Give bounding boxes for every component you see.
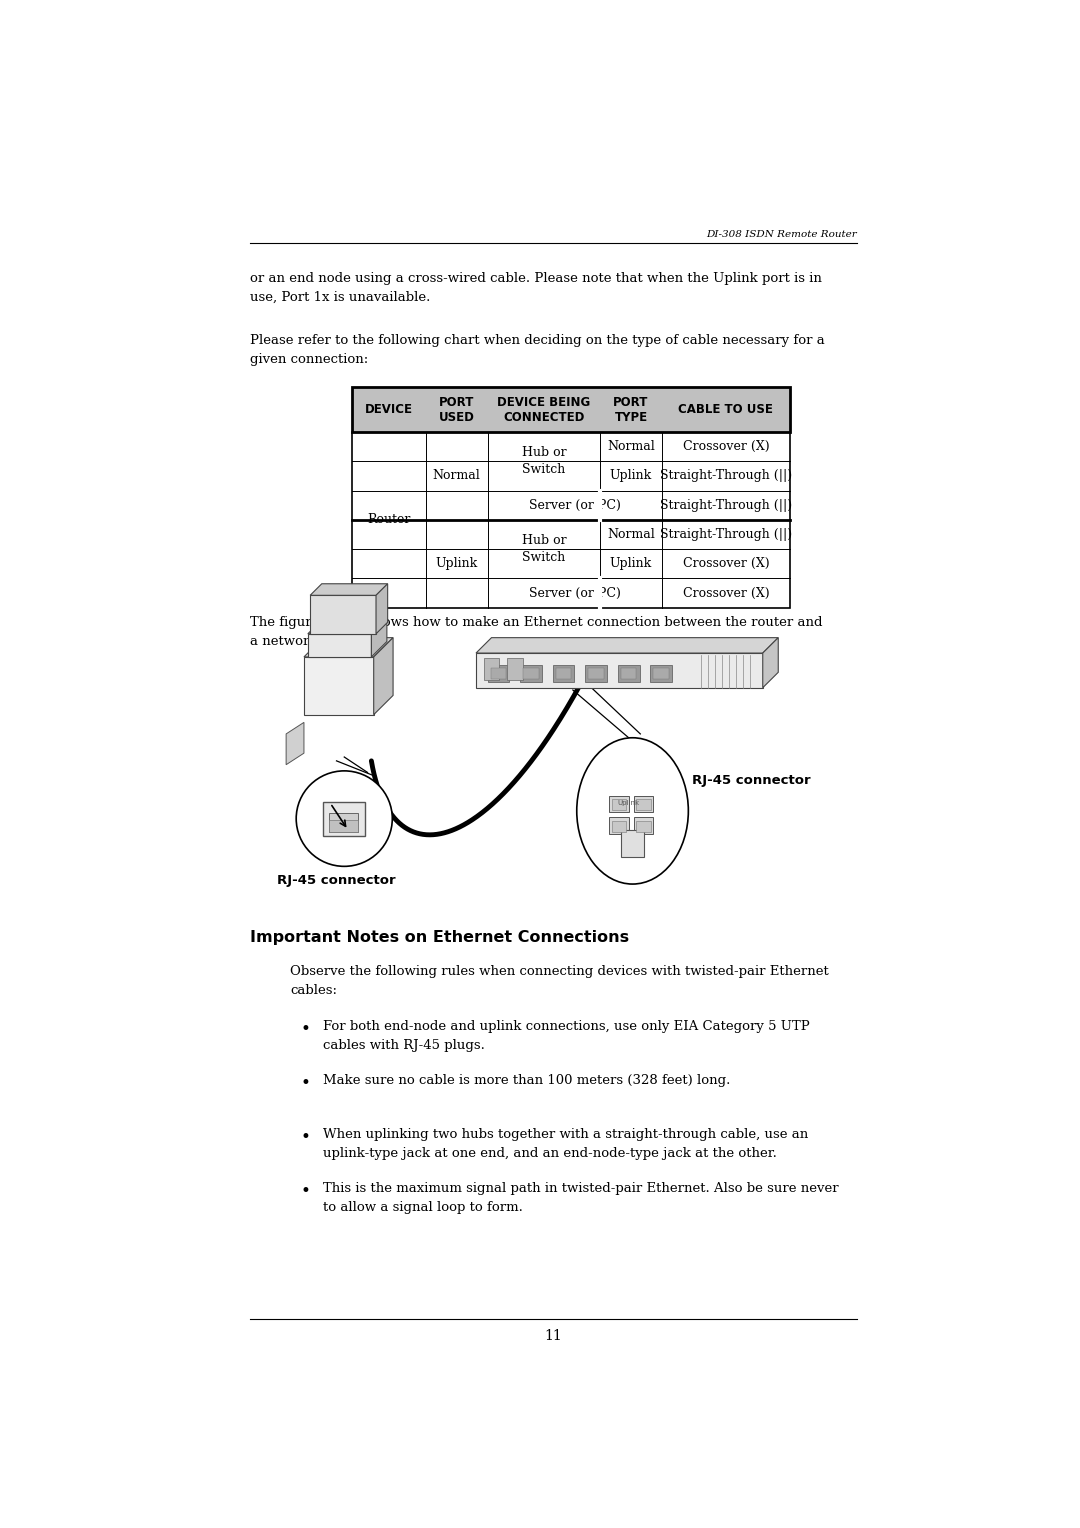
Bar <box>352 388 789 432</box>
Text: Straight-Through (||): Straight-Through (||) <box>660 529 792 541</box>
Polygon shape <box>303 637 393 657</box>
Bar <box>484 659 499 680</box>
Text: Crossover (X): Crossover (X) <box>683 440 769 454</box>
Text: Normal: Normal <box>607 529 654 541</box>
Bar <box>585 665 607 683</box>
Bar <box>634 817 653 834</box>
Text: When uplinking two hubs together with a straight-through cable, use an
uplink-ty: When uplinking two hubs together with a … <box>323 1128 808 1160</box>
Text: Uplink: Uplink <box>610 558 652 570</box>
Text: Important Notes on Ethernet Connections: Important Notes on Ethernet Connections <box>249 931 629 946</box>
Bar <box>609 796 629 813</box>
Text: Uplink: Uplink <box>435 558 477 570</box>
Bar <box>303 657 374 715</box>
Bar <box>490 668 507 680</box>
Text: Crossover (X): Crossover (X) <box>683 558 769 570</box>
Text: Uplink: Uplink <box>610 469 652 483</box>
Text: PORT
USED: PORT USED <box>438 396 474 423</box>
Text: PORT
TYPE: PORT TYPE <box>613 396 649 423</box>
Text: Server (or PC): Server (or PC) <box>529 498 621 512</box>
Text: Normal: Normal <box>607 440 654 454</box>
Bar <box>476 652 762 688</box>
Text: •: • <box>300 1021 310 1039</box>
Bar <box>621 668 636 680</box>
Text: Normal: Normal <box>433 469 481 483</box>
Bar <box>609 817 629 834</box>
Bar <box>650 665 672 683</box>
Polygon shape <box>374 637 393 715</box>
Bar <box>611 821 626 831</box>
Polygon shape <box>762 637 779 688</box>
Bar <box>310 596 376 634</box>
Text: Straight-Through (||): Straight-Through (||) <box>660 498 792 512</box>
Ellipse shape <box>577 738 688 885</box>
Text: •: • <box>300 1183 310 1199</box>
Bar <box>621 830 644 857</box>
Text: CABLE TO USE: CABLE TO USE <box>678 403 773 416</box>
Polygon shape <box>286 723 303 764</box>
Text: Observe the following rules when connecting devices with twisted-pair Ethernet
c: Observe the following rules when connect… <box>291 964 828 996</box>
Bar <box>328 821 359 833</box>
Bar <box>323 802 365 836</box>
Bar <box>636 821 651 831</box>
Text: DEVICE BEING
CONNECTED: DEVICE BEING CONNECTED <box>497 396 591 423</box>
Text: Straight-Through (||): Straight-Through (||) <box>660 469 792 483</box>
Ellipse shape <box>296 770 392 866</box>
Text: Crossover (X): Crossover (X) <box>683 587 769 599</box>
Bar <box>611 799 626 810</box>
Bar <box>328 813 359 833</box>
Bar <box>653 668 669 680</box>
Text: RJ-45 connector: RJ-45 connector <box>692 773 811 787</box>
Bar <box>521 665 542 683</box>
Text: •: • <box>300 1074 310 1093</box>
Text: This is the maximum signal path in twisted-pair Ethernet. Also be sure never
to : This is the maximum signal path in twist… <box>323 1183 838 1215</box>
Bar <box>618 665 639 683</box>
Bar <box>636 799 651 810</box>
Bar <box>488 665 510 683</box>
Bar <box>634 796 653 813</box>
Bar <box>556 668 571 680</box>
Polygon shape <box>372 619 387 657</box>
Polygon shape <box>476 637 779 652</box>
Text: Router: Router <box>367 513 410 526</box>
Text: DI-308 ISDN Remote Router: DI-308 ISDN Remote Router <box>706 229 858 238</box>
Text: or an end node using a cross-wired cable. Please note that when the Uplink port : or an end node using a cross-wired cable… <box>249 272 822 304</box>
Text: Make sure no cable is more than 100 meters (328 feet) long.: Make sure no cable is more than 100 mete… <box>323 1074 730 1088</box>
Bar <box>507 659 523 680</box>
Bar <box>553 665 575 683</box>
Bar <box>352 388 789 432</box>
Text: Hub or
Switch: Hub or Switch <box>522 446 566 477</box>
Text: Server (or PC): Server (or PC) <box>529 587 621 599</box>
Text: Hub or
Switch: Hub or Switch <box>522 535 566 564</box>
Text: •: • <box>300 1128 310 1146</box>
Text: 11: 11 <box>544 1328 563 1343</box>
Text: For both end-node and uplink connections, use only EIA Category 5 UTP
cables wit: For both end-node and uplink connections… <box>323 1021 809 1053</box>
Text: RJ-45 connector: RJ-45 connector <box>278 874 395 888</box>
Bar <box>352 432 789 608</box>
Polygon shape <box>310 584 388 596</box>
Text: Please refer to the following chart when deciding on the type of cable necessary: Please refer to the following chart when… <box>249 333 824 365</box>
Bar <box>308 634 372 657</box>
Text: The figure below shows how to make an Ethernet connection between the router and: The figure below shows how to make an Et… <box>249 616 822 648</box>
Text: Uplink: Uplink <box>617 801 639 807</box>
Polygon shape <box>308 619 387 634</box>
Text: DEVICE: DEVICE <box>365 403 413 416</box>
Bar <box>589 668 604 680</box>
Bar <box>524 668 539 680</box>
Polygon shape <box>376 584 388 634</box>
